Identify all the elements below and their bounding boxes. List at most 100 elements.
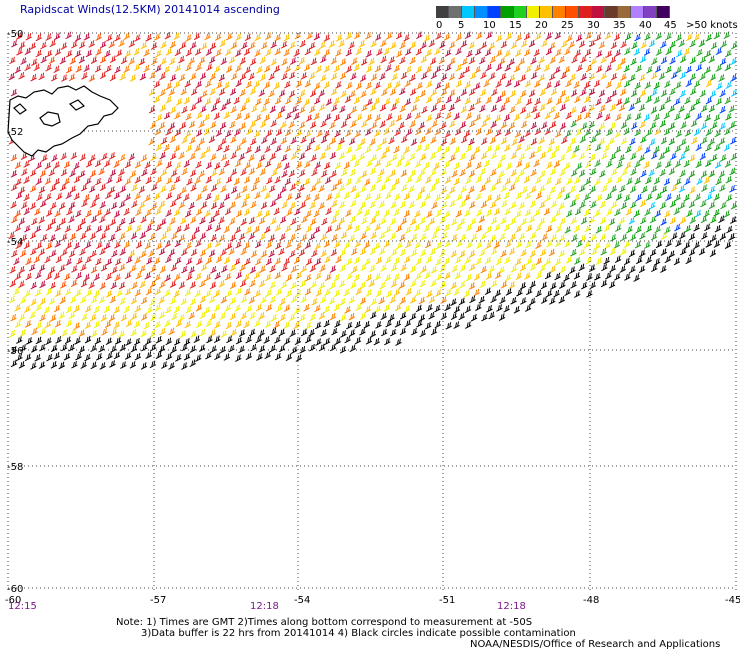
wind-barb [400,263,407,272]
wind-barb [729,121,736,129]
wind-barb [393,64,401,73]
wind-barb [195,80,203,89]
legend-label: 35 [613,20,626,31]
wind-barb [288,71,296,80]
wind-barb [165,96,172,104]
wind-barb [53,304,61,313]
wind-barb [249,87,257,95]
wind-barb [248,167,256,176]
wind-barb [460,233,467,242]
wind-barb [240,312,247,320]
wind-barb [333,113,341,122]
wind-barb [644,241,651,249]
wind-barb [499,232,506,241]
wind-barb [90,344,97,353]
wind-barb [313,193,320,202]
wind-barb [575,114,583,122]
wind-barb [660,232,668,240]
legend-swatch [553,6,566,18]
wind-barb [68,201,76,210]
wind-barb [628,217,635,225]
wind-barb [35,271,42,280]
wind-barb [256,210,263,218]
wind-barb [365,81,372,90]
wind-barb [159,218,167,226]
wind-barb [340,120,348,129]
wind-barb [444,176,452,184]
wind-barb [50,361,58,369]
wind-barb [399,327,407,336]
falkland-islands-coastline [7,85,119,157]
wind-barb [185,209,192,218]
wind-barb [249,328,256,337]
wind-barb [329,121,336,130]
wind-barb [529,280,536,289]
wind-barb [50,201,57,210]
wind-barb [346,81,353,90]
wind-barb [548,248,556,257]
wind-barb [635,64,642,73]
wind-barb [233,177,241,186]
wind-barb [434,127,442,136]
wind-barb [90,215,98,224]
wind-barb [61,74,68,82]
wind-barb [425,65,432,74]
wind-barb [255,335,262,344]
wind-barb [34,354,41,362]
wind-barb [443,82,451,90]
wind-barb [20,234,28,242]
wind-barb [693,33,700,42]
wind-barb [268,184,276,193]
wind-barb [188,120,196,129]
wind-barb [429,152,436,160]
wind-barb [385,319,392,328]
wind-barb [524,129,531,137]
wind-barb [11,39,18,48]
wind-barb [79,153,87,162]
wind-barb [618,216,626,225]
legend-swatch [618,6,631,18]
wind-barb [154,287,162,296]
legend-label: 20 [535,20,548,31]
wind-barb [298,169,306,177]
wind-barb [145,337,152,346]
wind-barb [383,209,391,217]
wind-barb [20,249,27,258]
wind-barb [460,40,468,48]
wind-barb [390,248,398,256]
wind-barb [38,72,45,81]
wind-barb [280,136,288,145]
wind-barb [573,193,580,202]
wind-barb [405,65,412,74]
wind-barb [391,153,398,162]
wind-barb [74,337,81,345]
wind-barb [674,160,681,168]
wind-barb [599,104,606,113]
wind-barb [384,225,392,234]
wind-barb [689,40,696,48]
wind-barb [109,360,116,368]
wind-barb [620,73,627,81]
wind-barb [241,41,248,50]
wind-barb [606,208,613,216]
wind-barb [128,40,135,48]
wind-barb [731,41,738,50]
wind-barb [355,82,363,90]
wind-barb [468,201,476,209]
wind-barb [139,264,146,273]
wind-barb [35,33,42,42]
wind-barb [630,200,637,209]
wind-barb [70,152,78,160]
wind-barb [189,169,197,177]
wind-barb [644,146,651,154]
wind-barb [665,65,672,74]
wind-barb [245,80,252,89]
wind-barb [495,129,502,137]
wind-barb [183,96,191,105]
wind-barb [45,241,53,250]
wind-barb [324,255,331,264]
wind-barb [539,264,546,272]
wind-barb [120,361,127,369]
wind-barb [600,151,608,160]
wind-barb [95,353,103,361]
